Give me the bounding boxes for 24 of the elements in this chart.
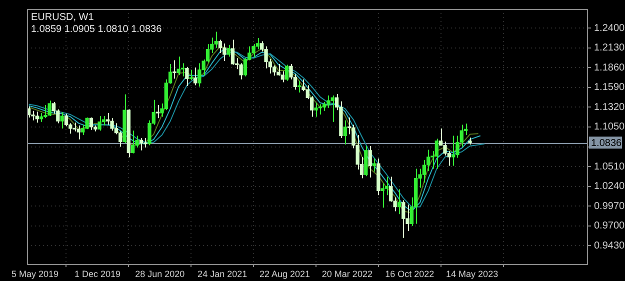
x-tick-label: 1 Dec 2019 xyxy=(74,268,120,279)
y-tick-label: 0.9430 xyxy=(594,240,625,252)
y-tick-label: 1.1590 xyxy=(594,82,625,94)
y-tick-label: 1.1050 xyxy=(594,122,625,133)
candlestick xyxy=(276,63,280,76)
x-tick-label: 24 Jan 2021 xyxy=(198,268,248,279)
text: 1.0859 1.0905 1.0810 1.0836 xyxy=(31,24,162,35)
y-tick-label: 1.2400 xyxy=(594,22,625,34)
y-tick-label: 1.2130 xyxy=(594,42,625,54)
x-tick-label: 5 May 2019 xyxy=(12,268,59,279)
y-tick-label: 1.1860 xyxy=(594,62,625,74)
x-tick-label: 14 May 2023 xyxy=(446,268,498,279)
y-tick-label: 0.9700 xyxy=(594,220,625,232)
candlestick xyxy=(31,110,35,121)
y-tick-label: 1.0240 xyxy=(594,181,625,192)
y-tick-label: 0.9970 xyxy=(594,200,625,212)
ref-line-label: 1.0836 xyxy=(591,138,622,149)
chart-title: EURUSD, W1 xyxy=(31,12,94,23)
x-tick-label: 20 Mar 2022 xyxy=(322,268,372,279)
x-tick-label: 16 Oct 2022 xyxy=(385,268,434,279)
x-tick-label: 28 Jun 2020 xyxy=(135,268,185,279)
y-tick-label: 1.1320 xyxy=(594,102,625,113)
y-tick-label: 1.0510 xyxy=(594,161,625,172)
x-tick-label: 22 Aug 2021 xyxy=(259,268,310,279)
